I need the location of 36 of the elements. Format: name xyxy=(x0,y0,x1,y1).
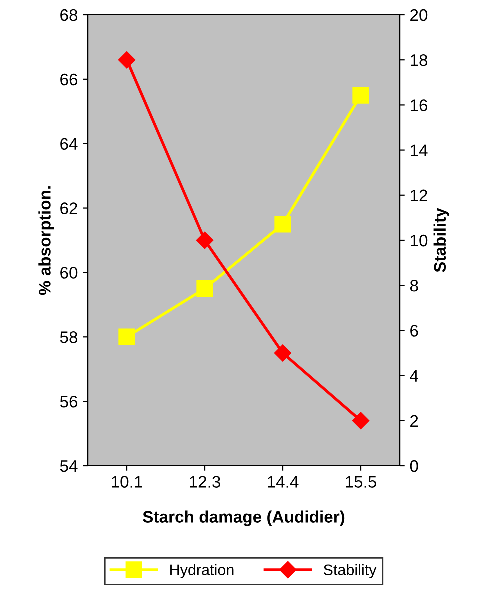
y2-tick-label: 0 xyxy=(410,460,418,472)
point xyxy=(118,52,136,69)
x-tick-label: 14.4 xyxy=(268,476,299,488)
y2-tick-label: 2 xyxy=(410,415,418,427)
y2-tick-label: 20 xyxy=(410,9,428,22)
y2-tick-label: 14 xyxy=(410,144,428,156)
y2-tick-label: 18 xyxy=(410,54,428,66)
legend-label: Hydration xyxy=(170,564,234,579)
y-tick-label: 56 xyxy=(60,396,78,408)
point xyxy=(274,216,292,233)
y2-tick-label: 16 xyxy=(410,100,428,112)
point xyxy=(352,412,370,430)
y-tick-label: 66 xyxy=(60,74,78,86)
y-tick-label: 60 xyxy=(60,267,78,279)
y-tick-label: 64 xyxy=(60,138,78,150)
y2-tick-label: 6 xyxy=(410,325,418,337)
x-axis-title: Starch damage (Audidier) xyxy=(143,510,345,526)
point xyxy=(274,344,292,362)
y-tick-label: 62 xyxy=(60,202,78,214)
y2-axis-title: Stability xyxy=(434,208,450,272)
point xyxy=(196,280,214,298)
legend-label: Stability xyxy=(324,564,377,579)
x-tick-label: 10.1 xyxy=(112,476,142,488)
y-axis-title: % absorption. xyxy=(38,186,54,296)
y2-tick-label: 8 xyxy=(410,280,418,292)
y-tick-label: 58 xyxy=(60,332,78,344)
y2-tick-label: 10 xyxy=(410,234,428,247)
point xyxy=(352,87,370,104)
y2-tick-label: 12 xyxy=(410,190,428,202)
y-tick-label: 54 xyxy=(60,460,78,472)
y2-tick-label: 4 xyxy=(410,370,419,382)
point xyxy=(118,328,136,346)
point xyxy=(196,232,214,250)
y-tick-label: 68 xyxy=(60,9,78,22)
x-tick-label: 15.5 xyxy=(346,476,377,488)
x-tick-label: 12.3 xyxy=(190,476,220,488)
